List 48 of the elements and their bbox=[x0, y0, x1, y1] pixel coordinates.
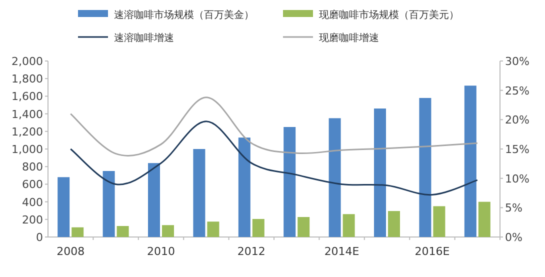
bar bbox=[116, 226, 129, 237]
legend-label: 速溶咖啡市场规模（百万美金） bbox=[114, 9, 254, 21]
line-series bbox=[70, 120, 478, 196]
bar bbox=[238, 138, 250, 237]
bar bbox=[328, 118, 341, 237]
y-tick-label: 800 bbox=[22, 160, 43, 174]
y-tick-label: 200 bbox=[22, 213, 43, 226]
x-tick-label: 2016E bbox=[414, 245, 450, 258]
bar bbox=[102, 171, 115, 237]
x-tick-label: 2008 bbox=[56, 245, 85, 258]
bar bbox=[284, 127, 296, 237]
bar bbox=[374, 108, 386, 237]
bar bbox=[148, 163, 160, 237]
y-tick-label: 1,800 bbox=[12, 72, 43, 86]
y2-tick-label: 0% bbox=[505, 231, 522, 244]
x-tick-label: 2010 bbox=[147, 245, 175, 258]
y2-tick-label: 15% bbox=[505, 143, 530, 156]
y2-tick-label: 25% bbox=[505, 84, 530, 98]
bar bbox=[72, 227, 84, 237]
bar bbox=[342, 214, 355, 237]
bar bbox=[419, 98, 432, 237]
y-tick-label: 1,000 bbox=[12, 143, 43, 156]
legend-label: 速溶咖啡增速 bbox=[114, 32, 174, 44]
y-tick-label: 600 bbox=[22, 178, 43, 192]
bar bbox=[464, 86, 476, 237]
bar bbox=[193, 149, 206, 237]
y-tick-label: 0 bbox=[36, 231, 43, 244]
x-tick-label: 2012 bbox=[237, 245, 266, 258]
bar bbox=[162, 225, 174, 237]
y2-tick-label: 20% bbox=[505, 114, 530, 127]
x-tick-label: 2014E bbox=[324, 245, 360, 258]
legend-label: 现磨咖啡增速 bbox=[319, 32, 379, 44]
y-tick-label: 1,600 bbox=[12, 90, 43, 104]
bar bbox=[207, 222, 220, 237]
legend-label: 现磨咖啡市场规模（百万美元） bbox=[319, 9, 459, 21]
y-tick-label: 2,000 bbox=[12, 55, 43, 68]
y-tick-label: 1,200 bbox=[12, 125, 43, 138]
y2-tick-label: 10% bbox=[505, 172, 530, 186]
bar bbox=[58, 177, 70, 237]
y-tick-label: 400 bbox=[22, 196, 43, 209]
y2-tick-label: 30% bbox=[505, 55, 530, 68]
bar bbox=[298, 217, 310, 237]
y2-tick-label: 5% bbox=[505, 202, 522, 215]
bar bbox=[433, 206, 446, 237]
y-tick-label: 1,400 bbox=[12, 108, 43, 121]
bar bbox=[252, 218, 264, 237]
bar bbox=[478, 202, 490, 237]
bar bbox=[388, 211, 400, 237]
